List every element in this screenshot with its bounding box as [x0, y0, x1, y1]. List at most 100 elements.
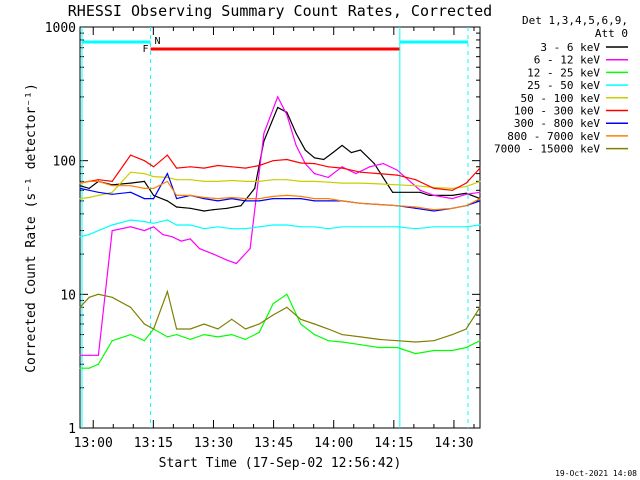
data-point: [97, 293, 99, 295]
data-point: [332, 151, 334, 154]
data-point: [479, 180, 481, 182]
data-point: [254, 187, 256, 190]
data-point: [152, 194, 155, 196]
data-point: [451, 187, 454, 190]
data-point: [88, 189, 90, 191]
data-point: [212, 209, 214, 211]
data-point: [111, 340, 113, 342]
data-point: [327, 176, 329, 178]
data-point: [465, 182, 467, 184]
data-point: [217, 226, 219, 228]
data-point: [327, 200, 329, 202]
data-point: [240, 205, 242, 207]
legend-label: 300 - 800 keV: [514, 117, 600, 130]
data-point: [129, 226, 132, 228]
series-line-4: [79, 171, 481, 200]
data-point: [231, 179, 233, 182]
data-point: [129, 219, 132, 221]
data-point: [175, 167, 178, 169]
data-point: [189, 224, 191, 226]
data-point: [111, 296, 113, 298]
data-point: [378, 338, 380, 341]
data-point: [327, 166, 329, 168]
data-point: [175, 179, 178, 181]
x-tick-label: 13:30: [194, 436, 233, 451]
data-point: [88, 233, 90, 236]
legend-label: 25 - 50 keV: [527, 79, 600, 92]
data-point: [88, 296, 90, 298]
data-point: [226, 259, 228, 261]
data-point: [166, 173, 168, 175]
data-point: [189, 338, 191, 341]
data-point: [231, 318, 233, 320]
data-point: [465, 328, 467, 330]
data-point: [465, 205, 467, 207]
data-point: [79, 236, 81, 238]
x-tick-label: 14:00: [314, 436, 353, 451]
data-point: [327, 198, 329, 200]
data-point: [226, 207, 228, 209]
data-point: [111, 191, 113, 193]
data-point: [465, 226, 467, 228]
data-point: [479, 340, 481, 342]
data-point: [258, 180, 260, 182]
data-point: [415, 341, 417, 343]
data-point: [359, 149, 362, 151]
data-point: [203, 333, 205, 336]
data-point: [479, 224, 481, 226]
data-point: [129, 333, 132, 336]
data-point: [129, 171, 132, 173]
data-point: [97, 179, 99, 181]
y-axis-label: Corrected Count Rate (s⁻¹ detector⁻¹): [24, 83, 39, 373]
legend-label: 100 - 300 keV: [514, 105, 600, 118]
legend-label: 7000 - 15000 keV: [494, 143, 600, 156]
data-point: [300, 162, 302, 164]
data-point: [175, 333, 178, 336]
data-point: [258, 323, 260, 325]
data-point: [217, 328, 219, 330]
data-point: [79, 354, 81, 356]
data-point: [313, 163, 316, 165]
data-point: [189, 179, 191, 181]
data-point: [479, 200, 481, 202]
data-point: [203, 180, 205, 182]
data-point: [143, 173, 145, 175]
data-point: [327, 328, 329, 330]
data-point: [451, 198, 454, 200]
data-point: [415, 228, 417, 230]
data-point: [313, 180, 316, 182]
data-point: [327, 228, 329, 230]
data-point: [392, 191, 394, 193]
data-point: [97, 194, 99, 196]
data-point: [479, 191, 481, 193]
data-point: [175, 194, 178, 196]
data-point: [231, 166, 233, 168]
data-point: [313, 198, 316, 200]
data-point: [359, 344, 362, 346]
data-point: [272, 195, 274, 198]
data-point: [97, 354, 99, 356]
x-tick-label: 14:15: [374, 436, 413, 451]
data-point: [396, 174, 398, 176]
data-point: [152, 198, 155, 200]
data-point: [203, 167, 205, 169]
legend-header-line2: Att 0: [595, 27, 628, 40]
data-point: [258, 164, 260, 167]
data-point: [217, 198, 219, 200]
data-point: [166, 176, 168, 178]
data-point: [428, 194, 431, 196]
data-point: [79, 182, 81, 184]
x-tick-label: 13:15: [134, 436, 173, 451]
x-tick-label: 14:30: [434, 436, 473, 451]
data-point: [341, 167, 343, 169]
data-point: [300, 195, 302, 198]
data-point: [396, 346, 398, 349]
data-point: [419, 189, 421, 191]
data-point: [286, 179, 288, 181]
data-point: [231, 228, 233, 230]
data-point: [152, 175, 155, 178]
x-axis-label: Start Time (17-Sep-02 12:56:42): [159, 456, 402, 471]
data-point: [272, 224, 274, 226]
data-point: [175, 224, 178, 226]
